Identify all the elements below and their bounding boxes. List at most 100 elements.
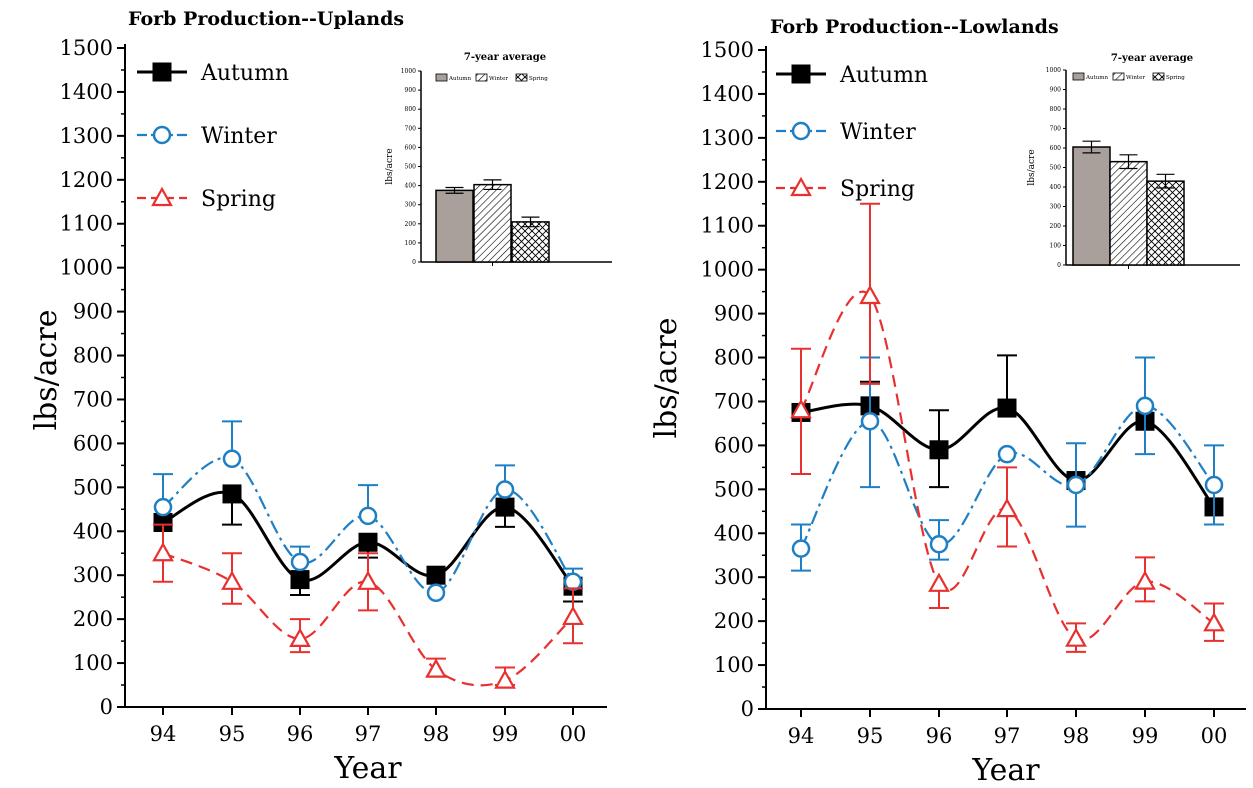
marker-square bbox=[358, 532, 378, 552]
inset-y-tick-label: 600 bbox=[1050, 145, 1062, 152]
inset-y-tick-label: 700 bbox=[405, 125, 417, 132]
x-tick-label: 99 bbox=[1132, 724, 1159, 748]
inset-y-tick-label: 500 bbox=[405, 164, 417, 171]
plot-area: 0100200300400500600700800900100011001200… bbox=[60, 36, 612, 746]
x-tick-label: 95 bbox=[219, 722, 246, 746]
x-tick-label: 98 bbox=[1063, 724, 1090, 748]
y-tick-label: 1200 bbox=[701, 170, 754, 194]
inset-legend-label: Autumn bbox=[448, 76, 471, 82]
inset-legend-swatch bbox=[515, 73, 528, 82]
inset-title: 7-year average bbox=[464, 52, 546, 63]
marker-circle bbox=[426, 583, 446, 603]
y-tick-label: 400 bbox=[714, 521, 754, 545]
marker-triangle bbox=[996, 497, 1018, 518]
marker-circle bbox=[860, 411, 880, 431]
y-tick-label: 900 bbox=[714, 302, 754, 326]
marker-circle bbox=[1135, 396, 1155, 416]
x-tick-label: 00 bbox=[1201, 724, 1228, 748]
panel-uplands: Forb Production--Uplands lbs/acre Year 0… bbox=[29, 8, 612, 786]
series-spring bbox=[790, 202, 1225, 653]
marker-triangle bbox=[790, 399, 812, 419]
y-tick-label: 600 bbox=[73, 431, 113, 455]
y-tick-label: 900 bbox=[73, 300, 113, 324]
x-tick-label: 98 bbox=[423, 722, 450, 746]
y-tick-label: 500 bbox=[73, 475, 113, 499]
marker-triangle bbox=[357, 570, 379, 590]
marker-circle bbox=[791, 539, 811, 558]
inset-legend-swatch bbox=[1112, 72, 1125, 81]
inset-y-tick-label: 300 bbox=[1050, 204, 1062, 211]
legend-label: Winter bbox=[840, 120, 916, 145]
chart-title: Forb Production--Lowlands bbox=[770, 16, 1059, 38]
marker-square bbox=[290, 570, 310, 590]
y-tick-label: 700 bbox=[73, 387, 113, 411]
inset-y-label: lbs/acre bbox=[1027, 149, 1037, 185]
marker-square bbox=[152, 62, 172, 82]
y-tick-label: 1300 bbox=[60, 124, 113, 148]
inset-bar-winter bbox=[1109, 160, 1148, 266]
legend-item-winter: Winter bbox=[137, 124, 277, 149]
legend-item-spring: Spring bbox=[776, 176, 915, 202]
y-tick-label: 200 bbox=[714, 609, 754, 633]
y-tick-label: 0 bbox=[100, 695, 113, 719]
marker-square bbox=[222, 484, 242, 504]
marker-circle bbox=[495, 480, 515, 499]
marker-square bbox=[997, 398, 1017, 418]
inset-bar-chart: 0 100 200 300 400 500 600 700 800 900 1000 7-year a… bbox=[385, 52, 612, 266]
marker-circle bbox=[358, 506, 378, 526]
inset-legend-label: Spring bbox=[1166, 75, 1185, 81]
marker-circle bbox=[222, 449, 242, 469]
inset-y-tick-label: 900 bbox=[1050, 87, 1062, 94]
x-tick-label: 97 bbox=[994, 724, 1021, 748]
inset-legend-swatch bbox=[1072, 72, 1085, 81]
marker-circle bbox=[290, 552, 310, 572]
marker-triangle bbox=[928, 572, 950, 592]
y-tick-label: 200 bbox=[73, 607, 113, 631]
y-tick-label: 1100 bbox=[60, 212, 113, 236]
inset-y-tick-label: 800 bbox=[1050, 106, 1062, 113]
x-tick-label: 96 bbox=[287, 722, 314, 746]
marker-square bbox=[791, 64, 811, 84]
marker-triangle bbox=[1134, 570, 1156, 590]
inset-y-tick-label: 1000 bbox=[1046, 67, 1061, 74]
marker-circle bbox=[929, 535, 949, 554]
marker-square bbox=[495, 497, 515, 517]
y-tick-label: 100 bbox=[73, 651, 113, 675]
series-winter bbox=[153, 420, 583, 603]
marker-circle bbox=[1066, 475, 1086, 495]
inset-bar-spring bbox=[511, 221, 550, 263]
inset-y-tick-label: 0 bbox=[412, 259, 416, 266]
y-axis-label: lbs/acre bbox=[29, 309, 64, 430]
inset-legend-label: Spring bbox=[529, 76, 548, 82]
inset-y-tick-label: 100 bbox=[1050, 243, 1062, 250]
inset-bar-chart: 0 100 200 300 400 500 600 700 800 900 1000 7-year a… bbox=[1027, 53, 1240, 269]
inset-legend-label: Winter bbox=[1126, 75, 1145, 81]
inset-y-tick-label: 1000 bbox=[401, 68, 416, 75]
y-tick-label: 1400 bbox=[60, 80, 113, 104]
y-tick-label: 600 bbox=[714, 433, 754, 457]
marker-triangle bbox=[790, 176, 812, 197]
x-tick-label: 97 bbox=[355, 722, 382, 746]
y-tick-label: 700 bbox=[714, 389, 754, 413]
marker-triangle bbox=[1065, 627, 1087, 647]
inset-bar-winter bbox=[473, 183, 512, 263]
inset-y-tick-label: 200 bbox=[1050, 223, 1062, 230]
series-line bbox=[800, 290, 1215, 642]
y-tick-label: 1100 bbox=[701, 214, 754, 238]
legend-label: Spring bbox=[840, 177, 915, 202]
legend-label: Autumn bbox=[200, 61, 289, 86]
y-axis-label: lbs/acre bbox=[649, 317, 684, 438]
marker-circle bbox=[152, 125, 172, 145]
inset-y-tick-label: 400 bbox=[1050, 184, 1062, 191]
inset-y-tick-label: 900 bbox=[405, 87, 417, 94]
y-tick-label: 1300 bbox=[701, 126, 754, 150]
inset-legend-label: Autumn bbox=[1085, 75, 1108, 81]
marker-circle bbox=[997, 444, 1017, 464]
inset-y-tick-label: 400 bbox=[405, 183, 417, 190]
x-tick-label: 95 bbox=[857, 724, 884, 748]
inset-y-tick-label: 300 bbox=[405, 202, 417, 209]
y-tick-label: 800 bbox=[73, 344, 113, 368]
x-tick-label: 00 bbox=[560, 722, 587, 746]
x-axis-label: Year bbox=[333, 751, 402, 786]
